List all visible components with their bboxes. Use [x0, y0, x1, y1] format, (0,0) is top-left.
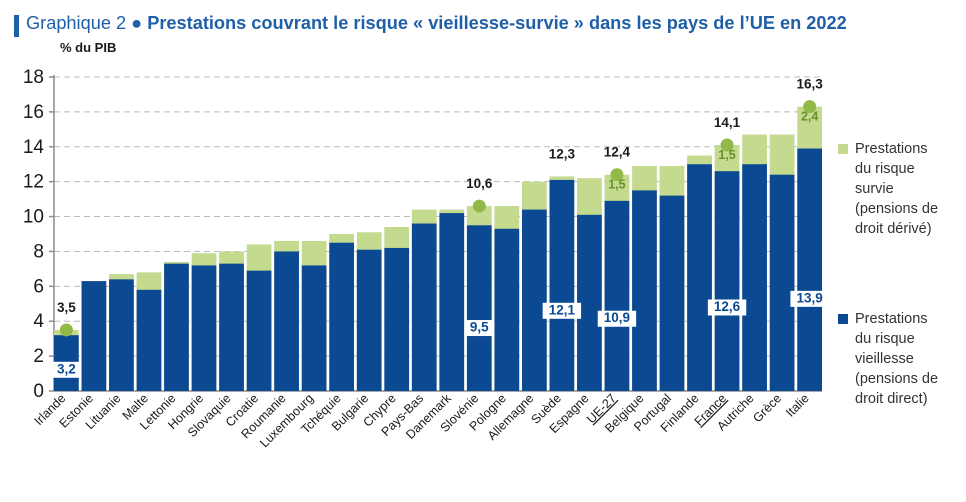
svg-text:(pensions de: (pensions de [855, 371, 938, 387]
svg-text:14,1: 14,1 [714, 115, 741, 130]
svg-text:1,5: 1,5 [608, 178, 625, 192]
svg-text:vieillesse: vieillesse [855, 351, 914, 367]
svg-text:10,6: 10,6 [466, 176, 493, 191]
svg-text:9,5: 9,5 [470, 320, 489, 335]
svg-text:droit dérivé): droit dérivé) [855, 221, 932, 237]
svg-text:16: 16 [23, 102, 44, 123]
svg-text:4: 4 [33, 311, 44, 332]
svg-text:10,9: 10,9 [604, 310, 630, 325]
svg-text:du risque: du risque [855, 331, 915, 347]
svg-text:Prestations: Prestations [855, 311, 928, 327]
svg-text:18: 18 [23, 67, 44, 88]
svg-text:12: 12 [23, 172, 44, 193]
svg-text:Grèce: Grèce [750, 391, 784, 425]
svg-text:Prestations: Prestations [855, 141, 928, 157]
svg-text:12,3: 12,3 [549, 146, 576, 161]
svg-text:3,2: 3,2 [57, 361, 76, 376]
svg-text:1,5: 1,5 [718, 148, 735, 162]
svg-text:2,4: 2,4 [801, 110, 818, 124]
svg-text:12,1: 12,1 [549, 302, 576, 317]
svg-text:droit direct): droit direct) [855, 391, 928, 407]
svg-text:13,9: 13,9 [796, 290, 822, 305]
svg-text:14: 14 [23, 137, 45, 158]
svg-text:12,6: 12,6 [714, 299, 741, 314]
svg-text:3,5: 3,5 [57, 300, 76, 315]
svg-text:16,3: 16,3 [796, 77, 823, 92]
svg-text:(pensions de: (pensions de [855, 201, 938, 217]
svg-text:survie: survie [855, 181, 894, 197]
svg-text:Italie: Italie [783, 391, 812, 420]
svg-text:2: 2 [33, 346, 44, 367]
svg-text:10: 10 [23, 207, 44, 228]
svg-text:0: 0 [33, 381, 44, 402]
svg-text:12,4: 12,4 [604, 145, 631, 160]
svg-text:8: 8 [33, 241, 44, 262]
svg-text:6: 6 [33, 276, 44, 297]
svg-text:du risque: du risque [855, 161, 915, 177]
